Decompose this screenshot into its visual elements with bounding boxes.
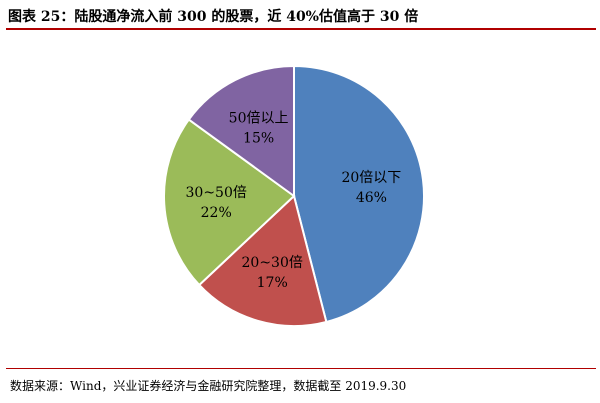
pie-labels: 20倍以下 46% 20~30倍 17% 30~50倍 22% 50倍以上 15% bbox=[186, 111, 402, 291]
pie-slice-1 bbox=[293, 64, 425, 324]
pie-slices bbox=[163, 64, 425, 327]
slice-value-label: 46% bbox=[356, 190, 387, 206]
slice-value-label: 15% bbox=[243, 131, 274, 147]
slice-value-label: 22% bbox=[201, 205, 232, 221]
source-divider bbox=[6, 368, 596, 369]
slice-category-label: 20~30倍 bbox=[242, 255, 303, 271]
chart-title: 图表 25：陆股通净流入前 300 的股票，近 40%估值高于 30 倍 bbox=[8, 9, 419, 25]
pie-slice-4 bbox=[187, 64, 295, 198]
slice-category-label: 50倍以上 bbox=[229, 111, 289, 127]
data-source-note: 数据来源：Wind，兴业证券经济与金融研究院整理，数据截至 2019.9.30 bbox=[10, 379, 407, 393]
slice-category-label: 20倍以下 bbox=[341, 170, 401, 186]
slice-value-label: 17% bbox=[257, 275, 288, 291]
slice-category-label: 30~50倍 bbox=[186, 185, 247, 201]
title-underline bbox=[6, 28, 596, 30]
pie-slice-3 bbox=[163, 118, 296, 287]
pie-slice-2 bbox=[197, 194, 328, 327]
